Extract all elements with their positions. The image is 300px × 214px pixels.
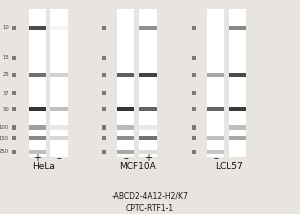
Text: 50: 50 [2,107,9,112]
Text: HeLa: HeLa [32,162,55,171]
Bar [139,9,157,157]
Bar [139,107,157,111]
Bar [207,107,224,111]
Bar [192,136,196,140]
Bar [50,107,68,111]
Bar [50,136,68,140]
Text: 15: 15 [2,55,9,60]
Bar [50,125,68,130]
Text: –: – [123,153,128,163]
Bar [192,91,196,95]
Bar [28,73,46,77]
Bar [229,25,246,30]
Bar [192,150,196,154]
Text: 37: 37 [2,91,9,96]
Bar [28,25,46,30]
Bar [12,136,16,140]
Bar [117,73,134,77]
Bar [102,136,106,140]
Text: +: + [144,153,152,163]
Bar [12,107,16,111]
Bar [139,73,157,77]
Bar [12,150,16,154]
Bar [12,91,16,95]
Bar [12,55,16,60]
Bar [192,25,196,30]
Bar [28,125,46,130]
Bar [28,9,46,157]
Bar [192,107,196,111]
Bar [102,150,106,154]
Bar [102,91,106,95]
Bar [229,136,246,140]
Text: 25: 25 [2,72,9,77]
Bar [12,73,16,77]
Text: -ABCD2-4A12-H2/K7: -ABCD2-4A12-H2/K7 [112,192,188,201]
Bar [207,9,224,157]
Bar [229,73,246,77]
Bar [139,136,157,140]
Bar [102,107,106,111]
Bar [28,136,46,140]
Bar [229,9,246,157]
Text: –: – [213,153,218,163]
Text: –: – [57,153,62,163]
Bar [229,107,246,111]
Bar [139,150,157,154]
Bar [117,9,134,157]
Text: MCF10A: MCF10A [120,162,156,171]
Bar [207,150,224,154]
Bar [207,136,224,140]
Bar [117,150,134,154]
Bar [117,136,134,140]
Bar [50,25,68,30]
Bar [12,25,16,30]
Text: +: + [33,153,41,163]
Bar [50,9,68,157]
Bar [102,125,106,130]
Bar [139,125,157,130]
Bar [102,73,106,77]
Bar [117,107,134,111]
Bar [192,55,196,60]
Text: CPTC-RTF1-1: CPTC-RTF1-1 [126,204,174,213]
Text: 150: 150 [0,135,9,141]
Bar [102,55,106,60]
Bar [28,150,46,154]
Text: 10: 10 [2,25,9,30]
Bar [102,25,106,30]
Text: LCL57: LCL57 [216,162,243,171]
Text: 100: 100 [0,125,9,130]
Bar [192,125,196,130]
Bar [28,107,46,111]
Bar [117,125,134,130]
Bar [207,73,224,77]
Bar [229,125,246,130]
Bar [50,73,68,77]
Text: 250: 250 [0,149,9,155]
Bar [12,125,16,130]
Bar [139,25,157,30]
Bar [192,73,196,77]
